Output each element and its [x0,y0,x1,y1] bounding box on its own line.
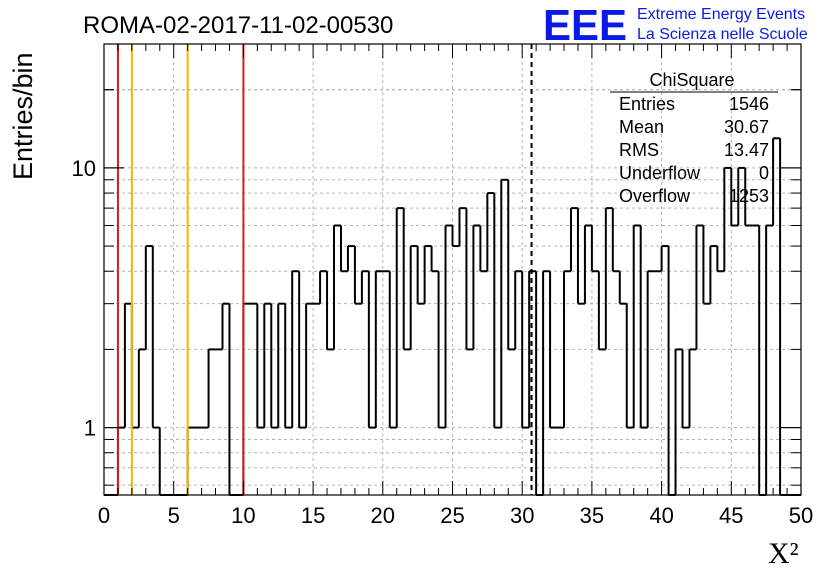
stats-title: ChiSquare [649,70,734,90]
x-tick-label: 15 [301,503,325,528]
stats-value: 1253 [729,186,769,206]
x-tick-label: 5 [168,503,180,528]
x-tick-label: 20 [371,503,395,528]
grid [104,44,801,495]
stats-label: Overflow [619,186,691,206]
stats-value: 13.47 [724,140,769,160]
eee-logo: EEE Extreme Energy Events La Scienza nel… [543,1,808,50]
y-tick-label: 1 [84,416,96,441]
stats-value: 0 [759,163,769,183]
histogram-bars [104,137,801,496]
x-axis-label: X² [768,537,799,570]
x-tick-label: 30 [510,503,534,528]
y-tick-labels: 1 10 [72,156,96,441]
stats-rows: Entries 1546 Mean 30.67 RMS 13.47 Underflow 0 Ov… [619,94,769,206]
x-tick-label: 50 [789,503,813,528]
marker-lines [116,44,533,495]
stats-label: Entries [619,94,675,114]
stats-box: ChiSquare Entries 1546 Mean 30.67 RMS 13.47 Un… [610,70,778,206]
x-tick-label: 25 [440,503,464,528]
y-axis-label: Entries/bin [8,52,38,180]
logo-line-1: Extreme Energy Events [637,6,805,23]
x-tick-label: 0 [98,503,110,528]
x-tick-label: 40 [649,503,673,528]
stats-value: 1546 [729,94,769,114]
x-tick-label: 35 [580,503,604,528]
stats-label: Underflow [619,163,701,183]
stats-label: Mean [619,117,664,137]
stats-value: 30.67 [724,117,769,137]
y-tick-label: 10 [72,156,96,181]
axis-ticks [103,44,802,495]
x-tick-label: 45 [719,503,743,528]
logo-line-2: La Scienza nelle Scuole [637,26,808,43]
eee-logo-mark: EEE [543,1,627,50]
stats-label: RMS [619,140,659,160]
chart-title: ROMA-02-2017-11-02-00530 [83,12,393,39]
x-tick-labels: 0 5 10 15 20 25 30 35 40 45 50 [98,503,813,528]
x-tick-label: 10 [231,503,255,528]
